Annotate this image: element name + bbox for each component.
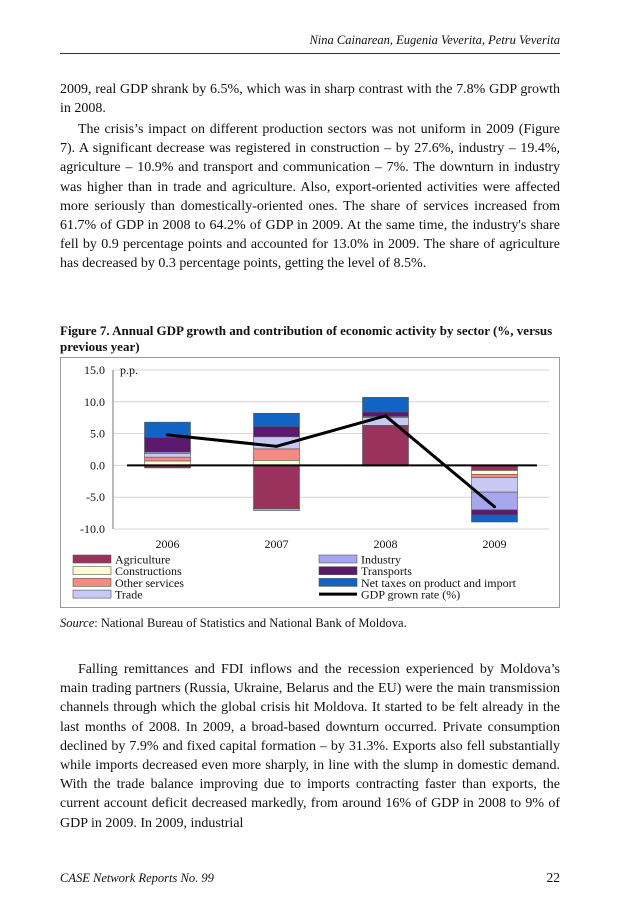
figure-caption: Figure 7. Annual GDP growth and contribu…	[60, 323, 553, 354]
legend-swatch	[72, 589, 112, 599]
bar-segment	[144, 437, 191, 453]
x-tick-label: 2007	[265, 537, 289, 551]
source-text: : National Bureau of Statistics and Nati…	[94, 616, 407, 630]
gdp-growth-point	[493, 505, 496, 509]
legend-swatch	[318, 554, 358, 564]
bar-segment	[144, 456, 191, 462]
bar-segment	[471, 470, 518, 475]
legend-swatch	[72, 578, 112, 587]
bar-segment	[144, 453, 191, 458]
y-tick-label: 15.0	[84, 363, 105, 377]
legend-swatch	[72, 554, 112, 564]
legend-label: GDP grown rate (%)	[361, 588, 460, 602]
bar-segment	[253, 448, 300, 461]
y-tick-label: 0.0	[90, 458, 105, 472]
bar-segment	[471, 514, 518, 523]
bar-segment	[144, 421, 191, 438]
bar-segment	[362, 397, 409, 413]
x-tick-label: 2006	[156, 537, 180, 551]
paragraph-2: The crisis’s impact on different product…	[60, 122, 560, 272]
bar-segment	[253, 465, 300, 509]
paragraph-1: 2009, real GDP shrank by 6.5%, which was…	[60, 82, 560, 117]
footer-series: CASE Network Reports No. 99	[60, 871, 214, 885]
gdp-growth-point	[384, 414, 387, 418]
y-tick-label: -10.0	[80, 522, 105, 536]
bar-segment	[253, 426, 300, 438]
y-tick-label: 5.0	[90, 427, 105, 441]
gdp-chart: 15.0 10.0 5.0 0.0 -5.0 -10.0 p.p. 2006 2007 2008 2…	[72, 363, 549, 602]
header-rule	[60, 53, 560, 54]
gdp-growth-point	[166, 433, 169, 437]
paragraph-3: Falling remittances and FDI inflows and …	[60, 662, 560, 831]
running-header-authors: Nina Cainarean, Eugenia Veverita, Petru …	[309, 33, 560, 47]
bar-segment	[362, 425, 409, 466]
legend-label: Other services	[115, 576, 184, 590]
legend-label: Industry	[361, 553, 401, 567]
y-tick-label: -5.0	[86, 490, 105, 504]
bar-segment	[471, 474, 518, 478]
x-tick-label: 2009	[483, 537, 507, 551]
bar-segment	[253, 412, 300, 427]
x-tick-label: 2008	[374, 537, 398, 551]
gdp-chart-frame: 15.0 10.0 5.0 0.0 -5.0 -10.0 p.p. 2006 2007 2008 2…	[60, 357, 560, 608]
legend-swatch	[318, 566, 358, 575]
legend-label: Transports	[361, 564, 412, 578]
y-unit-label: p.p.	[120, 363, 138, 377]
source-label: Source	[60, 616, 95, 630]
legend-label: Agriculture	[115, 553, 170, 567]
legend-swatch	[72, 566, 112, 575]
gdp-growth-point	[275, 444, 278, 448]
legend-swatch	[318, 578, 358, 587]
bar-segment	[471, 477, 518, 493]
figure-source: Source: National Bureau of Statistics an…	[60, 616, 407, 631]
bar-segment	[471, 509, 518, 516]
y-tick-label: 10.0	[84, 395, 105, 409]
legend-label: Trade	[115, 588, 143, 602]
legend-label: Constructions	[115, 564, 182, 578]
bar-segment	[253, 508, 300, 511]
page-number: 22	[546, 870, 561, 885]
legend-label: Net taxes on product and import	[361, 576, 517, 590]
gdp-growth-line	[167, 414, 496, 508]
